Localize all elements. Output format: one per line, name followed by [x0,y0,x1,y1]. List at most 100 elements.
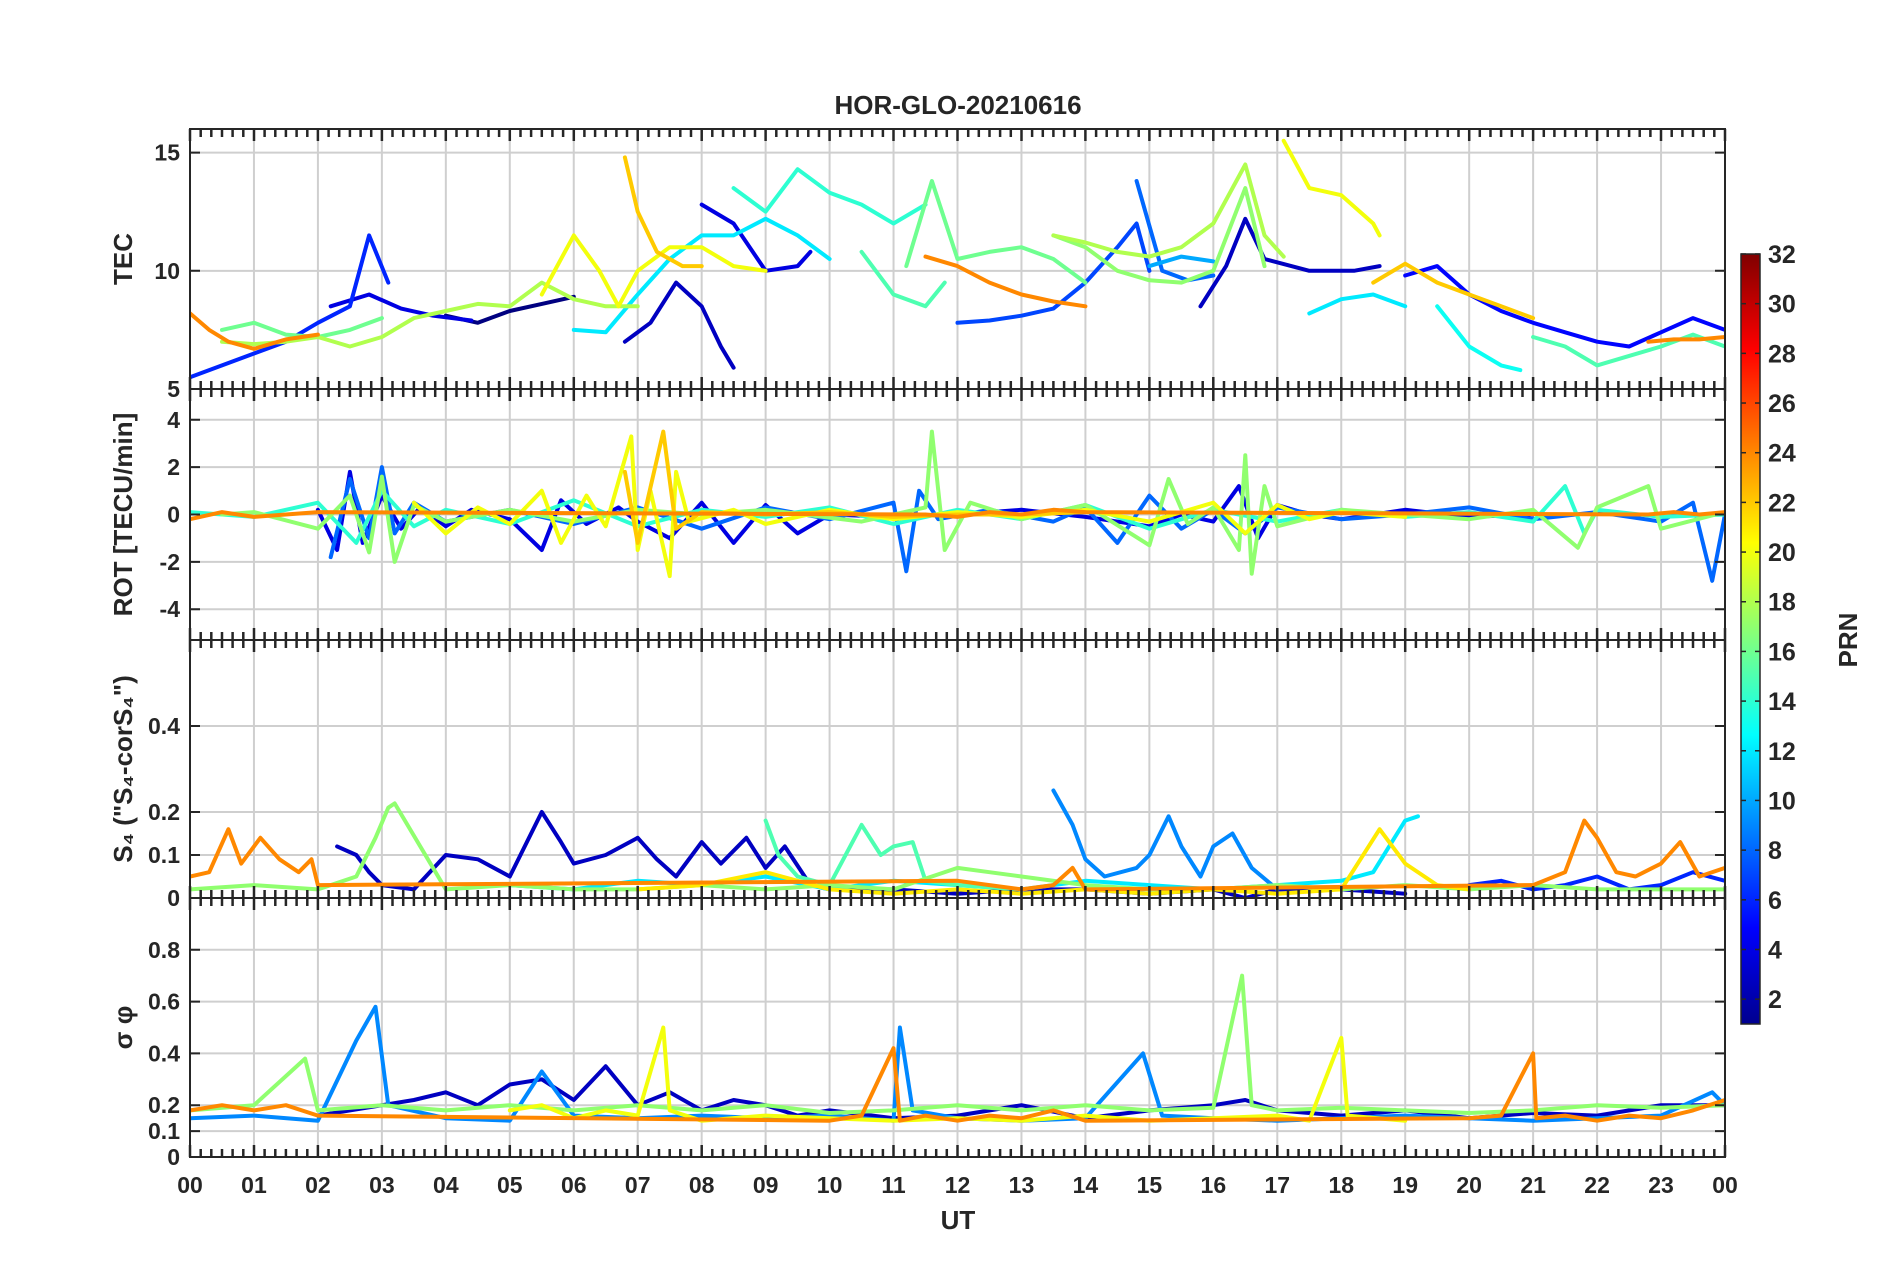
series-line-prn-20 [411,434,1408,579]
x-tick-label: 04 [433,1172,459,1198]
series-line-prn-4 [328,292,474,323]
colorbar-tick-label: 10 [1768,787,1796,815]
colorbar-tick-label: 30 [1768,291,1796,319]
y-tick-label: 0.6 [148,989,180,1015]
series-line-prn-17 [220,429,1725,576]
series-line-prn-16 [220,316,384,339]
series-line-prn-24 [923,254,1088,309]
x-tick-label: 01 [241,1172,267,1198]
series-line-prn-24 [1646,335,1725,344]
y-tick-label: 5 [167,376,180,402]
panel-frame [189,897,1726,1158]
y-axis-label-rot: ROT [TECU/min] [108,413,138,617]
y-axis-label-tec: TEC [108,233,138,285]
series-line-prn-24 [190,311,320,351]
series-line-prn-18 [1051,162,1286,259]
series-line-prn-14 [190,484,1725,545]
series-group-tec [190,138,1725,380]
y-axis-label-s4: S₄ ("S₄-corS₄") [108,675,138,863]
x-tick-label: 17 [1264,1172,1290,1198]
panel-sigma: 00.10.2 0.4 0.6 0.8 σ φ [108,897,1727,1170]
series-line-prn-20 [539,233,768,309]
x-tick-label: 20 [1456,1172,1482,1198]
series-line-prn-14 [731,167,928,226]
x-tick-label: 19 [1392,1172,1418,1198]
y-tick-label: 15 [154,140,180,166]
x-tick-labels: 00 01 02 03 04 05 06 07 08 09 10 11 12 13 14 15 16 17 18 19… [177,1172,1738,1198]
series-line-prn-8 [1134,179,1216,283]
series-group-sigma [190,973,1725,1123]
x-tick-label: 02 [305,1172,331,1198]
x-tick-label: 07 [625,1172,651,1198]
series-line-prn-13 [1435,304,1523,373]
series-line-prn-24 [190,1046,1725,1123]
chart-title: HOR-GLO-20210616 [834,90,1081,120]
y-tick-label: 10 [154,258,180,284]
y-tick-label: 0 [167,885,180,911]
x-tick-label: 14 [1073,1172,1099,1198]
x-tick-label: 00 [177,1172,203,1198]
y-tick-label: 0.2 [148,799,180,825]
y-tick-label: 0 [167,502,180,528]
x-tick-label: 18 [1328,1172,1354,1198]
colorbar-tick-label: 16 [1768,638,1796,666]
x-tick-label: 23 [1648,1172,1674,1198]
colorbar-tick-label: 12 [1768,738,1796,766]
colorbar-tick-label: 14 [1768,688,1796,716]
colorbar-tick-label: 32 [1768,241,1796,269]
series-line-prn-9 [1051,788,1280,892]
x-tick-label: 10 [817,1172,843,1198]
y-tick-label: 0.8 [148,937,180,963]
series-group-s4 [190,788,1725,898]
colorbar-gradient [1740,253,1761,1025]
series-line-prn-20 [1281,138,1382,238]
x-tick-label: 06 [561,1172,587,1198]
colorbar-tick-label: 22 [1768,489,1796,517]
series-line-prn-24 [190,507,1725,522]
y-axis-label-sigma: σ φ [108,1006,138,1050]
series-line-prn-3 [622,280,736,370]
colorbar-tick-label: 4 [1768,936,1782,964]
y-tick-label: 0.1 [148,1118,180,1144]
colorbar-tick-label: 28 [1768,340,1796,368]
colorbar-tick-label: 6 [1768,887,1782,915]
colorbar-tick-label: 20 [1768,539,1796,567]
series-line-prn-5 [1403,264,1725,349]
x-tick-label: 21 [1520,1172,1546,1198]
y-tick-label: 0.4 [148,713,180,739]
series-line-prn-12 [1307,292,1408,316]
colorbar-tick-label: 18 [1768,589,1796,617]
series-line-prn-18 [220,280,640,349]
x-tick-label: 11 [881,1172,906,1198]
series-group-rot [190,429,1725,583]
x-tick-label: 22 [1584,1172,1610,1198]
panel-tec: 5 10 15 TEC [108,128,1727,402]
y-tick-label: -4 [160,596,181,622]
y-tick-label: 0.4 [148,1040,180,1066]
x-axis-label: UT [941,1205,976,1235]
series-line-prn-17 [190,973,1725,1115]
series-line-prn-7 [955,221,1152,325]
panel-s4: 0 0.1 0.2 0.4 S₄ ("S₄-corS₄") [108,639,1727,911]
series-line-prn-12 [571,216,832,335]
series-line-prn-22 [1371,261,1536,321]
panel-rot: -4 -2 0 2 4 ROT [TECU/min] [108,388,1727,641]
x-tick-label: 09 [753,1172,779,1198]
y-ticks [190,418,1725,611]
colorbar-tick-label: 8 [1768,837,1782,865]
x-tick-label: 08 [689,1172,715,1198]
series-line-prn-15 [1531,332,1725,368]
y-tick-label: 0.1 [148,842,180,868]
x-tick-label: 00 [1712,1172,1738,1198]
series-line-prn-22 [622,155,704,269]
series-line-prn-4 [699,202,813,273]
x-tick-label: 15 [1137,1172,1163,1198]
y-tick-label: 0.2 [148,1092,180,1118]
series-line-prn-17 [1051,186,1267,285]
series-line-prn-24 [190,818,1725,892]
x-tick-label: 05 [497,1172,523,1198]
x-tick-label: 13 [1009,1172,1035,1198]
x-tick-label: 12 [945,1172,971,1198]
